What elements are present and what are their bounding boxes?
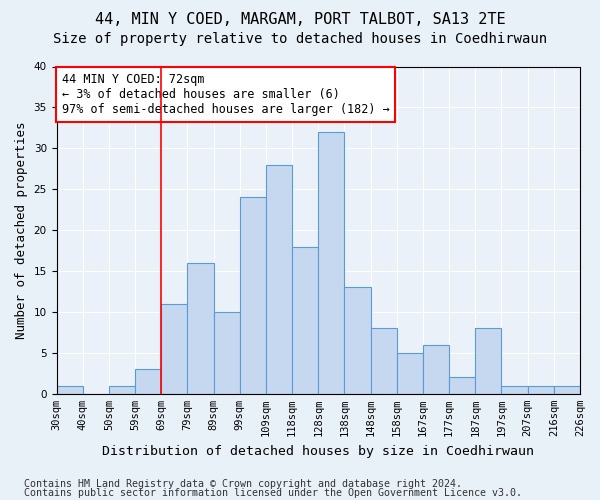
Text: Size of property relative to detached houses in Coedhirwaun: Size of property relative to detached ho… bbox=[53, 32, 547, 46]
Bar bbox=[135, 370, 161, 394]
Bar bbox=[109, 386, 135, 394]
Bar bbox=[475, 328, 502, 394]
Bar bbox=[371, 328, 397, 394]
Text: 44 MIN Y COED: 72sqm
← 3% of detached houses are smaller (6)
97% of semi-detache: 44 MIN Y COED: 72sqm ← 3% of detached ho… bbox=[62, 73, 389, 116]
Y-axis label: Number of detached properties: Number of detached properties bbox=[15, 122, 28, 339]
Bar bbox=[344, 288, 371, 394]
Bar bbox=[266, 164, 292, 394]
Text: Contains HM Land Registry data © Crown copyright and database right 2024.: Contains HM Land Registry data © Crown c… bbox=[24, 479, 462, 489]
Bar bbox=[56, 386, 83, 394]
Bar bbox=[397, 353, 423, 394]
Text: Contains public sector information licensed under the Open Government Licence v3: Contains public sector information licen… bbox=[24, 488, 522, 498]
Bar bbox=[240, 198, 266, 394]
Bar bbox=[527, 386, 554, 394]
Bar bbox=[214, 312, 240, 394]
Text: 44, MIN Y COED, MARGAM, PORT TALBOT, SA13 2TE: 44, MIN Y COED, MARGAM, PORT TALBOT, SA1… bbox=[95, 12, 505, 28]
Bar bbox=[318, 132, 344, 394]
Bar bbox=[449, 378, 475, 394]
Bar bbox=[187, 263, 214, 394]
Bar bbox=[502, 386, 527, 394]
X-axis label: Distribution of detached houses by size in Coedhirwaun: Distribution of detached houses by size … bbox=[102, 444, 534, 458]
Bar bbox=[423, 344, 449, 394]
Bar bbox=[554, 386, 580, 394]
Bar bbox=[292, 246, 318, 394]
Bar bbox=[161, 304, 187, 394]
